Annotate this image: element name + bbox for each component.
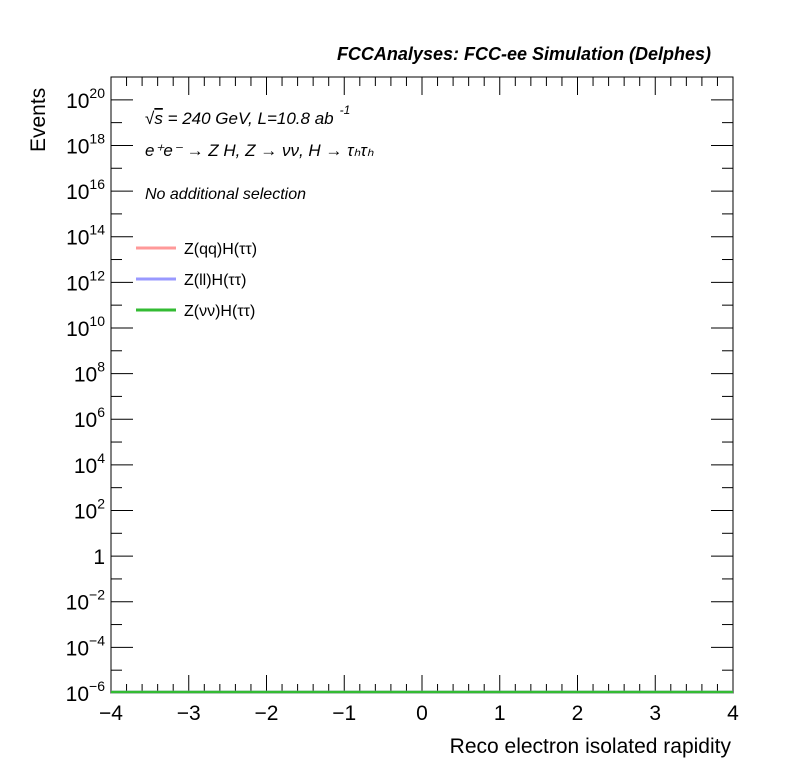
x-tick-label: −3 <box>177 702 201 725</box>
y-tick-exponent: 14 <box>89 222 105 238</box>
y-tick-exponent: 16 <box>89 176 105 192</box>
y-tick-base: 10 <box>66 227 89 250</box>
y-tick-exponent: −2 <box>89 587 105 603</box>
y-tick-base: 10 <box>74 409 97 432</box>
y-tick-exponent: 6 <box>97 404 105 420</box>
x-axis-label: Reco electron isolated rapidity <box>450 735 732 758</box>
x-tick-label: 2 <box>572 702 584 725</box>
y-tick-base: 1 <box>93 546 105 569</box>
y-tick-base: 10 <box>74 364 97 387</box>
minor-ticks <box>111 76 733 693</box>
y-tick-label: 1 <box>93 546 105 569</box>
legend-label: Z(νν)H(ττ) <box>184 303 255 320</box>
y-tick-base: 10 <box>66 318 89 341</box>
y-tick-exponent: 2 <box>97 495 105 511</box>
legend-label: Z(ll)H(ττ) <box>184 272 246 289</box>
legend: Z(qq)H(ττ) Z(ll)H(ττ) Z(νν)H(ττ) <box>136 241 257 320</box>
y-tick-label: 1014 <box>66 222 105 250</box>
x-tick-label: −2 <box>255 702 279 725</box>
chart-title: FCCAnalyses: FCC-ee Simulation (Delphes) <box>337 44 711 64</box>
y-tick-exponent: 20 <box>89 85 105 101</box>
y-tick-exponent: −4 <box>89 632 105 648</box>
y-tick-base: 10 <box>74 455 97 478</box>
sqrt-radicand: s <box>154 109 163 128</box>
y-tick-label: 10−4 <box>66 632 106 660</box>
y-tick-labels: 10−610−410−21102104106108101010121014101… <box>66 85 106 706</box>
x-tick-label: 0 <box>416 702 428 725</box>
y-tick-base: 10 <box>66 637 89 660</box>
x-tick-label: −4 <box>99 702 123 725</box>
y-tick-exponent: 12 <box>89 267 105 283</box>
y-tick-base: 10 <box>66 683 89 706</box>
y-tick-label: 1018 <box>66 130 105 158</box>
y-tick-base: 10 <box>66 181 89 204</box>
y-tick-base: 10 <box>66 135 89 158</box>
y-tick-base: 10 <box>66 272 89 295</box>
annotation-process: e⁺e⁻ → Z H, Z → νν, H → τₕτₕ <box>145 141 374 160</box>
x-tick-label: 3 <box>649 702 661 725</box>
y-tick-exponent: −6 <box>89 678 105 694</box>
x-tick-label: 4 <box>727 702 739 725</box>
y-tick-exponent: 10 <box>89 313 105 329</box>
y-tick-label: 10−2 <box>66 587 106 615</box>
x-tick-label: 1 <box>494 702 506 725</box>
y-tick-label: 10−6 <box>66 678 106 706</box>
y-tick-label: 108 <box>74 359 105 387</box>
y-tick-label: 106 <box>74 404 105 432</box>
legend-label: Z(qq)H(ττ) <box>184 241 257 258</box>
y-tick-base: 10 <box>66 592 89 615</box>
y-tick-label: 1010 <box>66 313 105 341</box>
annotation-energy: √s = 240 GeV, L=10.8 ab -1 <box>145 103 350 128</box>
y-axis-label: Events <box>27 88 50 152</box>
lumi-exponent: -1 <box>340 103 351 117</box>
y-tick-label: 1016 <box>66 176 105 204</box>
y-tick-exponent: 8 <box>97 359 105 375</box>
y-tick-label: 102 <box>74 495 105 523</box>
svg-text:√s = 240 GeV, L=10.8 ab-1: √s = 240 GeV, L=10.8 ab -1 <box>145 103 350 128</box>
y-tick-label: 1020 <box>66 85 105 113</box>
annotation-selection: No additional selection <box>145 186 306 203</box>
x-tick-labels: −4 −3 −2 −1 0 1 2 3 4 <box>99 702 739 725</box>
y-tick-base: 10 <box>66 90 89 113</box>
major-ticks <box>110 77 734 694</box>
sqrt-symbol: √ <box>145 109 155 128</box>
y-tick-exponent: 18 <box>89 130 105 146</box>
plot-frame <box>110 76 734 694</box>
y-tick-label: 104 <box>74 450 105 478</box>
y-tick-base: 10 <box>74 500 97 523</box>
x-tick-label: −1 <box>332 702 356 725</box>
y-tick-exponent: 4 <box>97 450 105 466</box>
y-tick-label: 1012 <box>66 267 105 295</box>
energy-lumi-text: = 240 GeV, L=10.8 ab <box>163 109 334 128</box>
